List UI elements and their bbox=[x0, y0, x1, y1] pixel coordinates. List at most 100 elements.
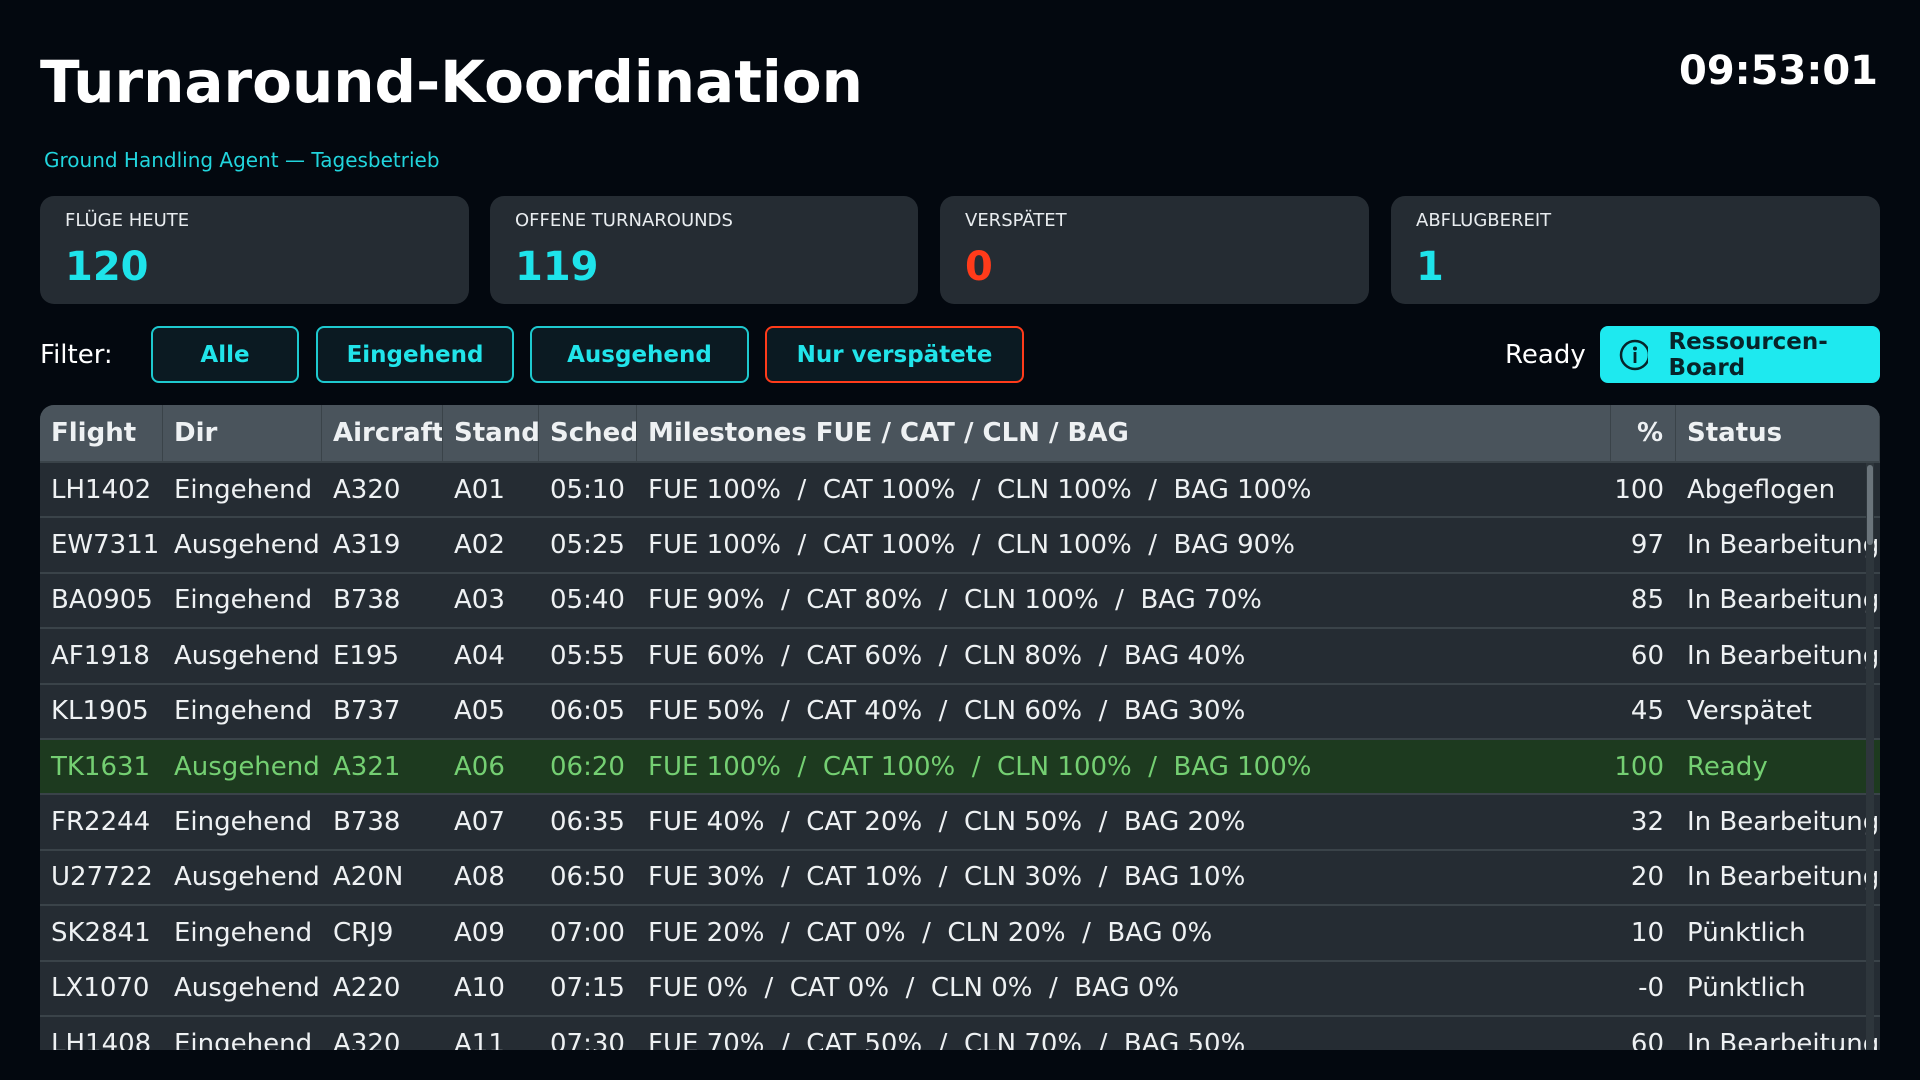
table-cell: In Bearbeitung bbox=[1687, 585, 1880, 616]
table-cell: A10 bbox=[454, 973, 505, 1004]
table-cell: 06:50 bbox=[550, 862, 625, 893]
table-cell: A08 bbox=[454, 862, 505, 893]
table-cell: FUE 90% / CAT 80% / CLN 100% / BAG 70% bbox=[648, 585, 1262, 616]
table-row[interactable]: LX1070 Ausgehend A220 A10 07:15 FUE 0% / CAT … bbox=[40, 962, 1880, 1017]
table-cell: B737 bbox=[333, 696, 401, 727]
table-cell: A04 bbox=[454, 640, 505, 671]
table-cell: In Bearbeitung bbox=[1687, 862, 1880, 893]
table-cell: B738 bbox=[333, 585, 401, 616]
table-cell: Eingehend bbox=[174, 807, 313, 838]
subtitle: Ground Handling Agent — Tagesbetrieb bbox=[44, 148, 440, 172]
kpi-value: 119 bbox=[515, 244, 599, 290]
table-cell: A321 bbox=[333, 751, 401, 782]
table-row[interactable]: LH1408 Eingehend A320 A11 07:30 FUE 70% / CAT… bbox=[40, 1017, 1880, 1050]
scrollbar[interactable] bbox=[1866, 463, 1874, 1050]
table-cell: Verspätet bbox=[1687, 696, 1812, 727]
table-row[interactable]: AF1918 Ausgehend E195 A04 05:55 FUE 60% / CAT… bbox=[40, 629, 1880, 685]
table-cell: 06:20 bbox=[550, 751, 625, 782]
kpi-card: OFFENE TURNAROUNDS 119 bbox=[490, 196, 918, 304]
table-cell: 100 bbox=[1614, 474, 1664, 505]
flight-table: Flight Dir Aircraft Stand Sched Milestones FU… bbox=[40, 405, 1880, 1050]
table-row[interactable]: KL1905 Eingehend B737 A05 06:05 FUE 50% / CAT… bbox=[40, 685, 1880, 740]
table-cell: Ausgehend bbox=[174, 973, 320, 1004]
table-cell: FUE 100% / CAT 100% / CLN 100% / BAG 100… bbox=[648, 474, 1312, 505]
filter-button[interactable]: Alle bbox=[151, 326, 299, 383]
kpi-label: VERSPÄTET bbox=[965, 210, 1067, 231]
table-cell: LH1408 bbox=[51, 1028, 152, 1050]
table-cell: 60 bbox=[1630, 1028, 1664, 1050]
table-cell: Ausgehend bbox=[174, 640, 320, 671]
table-cell: SK2841 bbox=[51, 917, 151, 948]
table-cell: LH1402 bbox=[51, 474, 152, 505]
table-cell: FUE 60% / CAT 60% / CLN 80% / BAG 40% bbox=[648, 640, 1246, 671]
filter-button[interactable]: Ausgehend bbox=[530, 326, 749, 383]
table-cell: Pünktlich bbox=[1687, 917, 1806, 948]
column-header[interactable]: Sched bbox=[539, 405, 637, 461]
column-header[interactable]: Dir bbox=[163, 405, 322, 461]
table-cell: 05:25 bbox=[550, 530, 625, 561]
table-cell: 20 bbox=[1630, 862, 1664, 893]
table-cell: U27722 bbox=[51, 862, 153, 893]
table-cell: 32 bbox=[1630, 807, 1664, 838]
table-cell: A05 bbox=[454, 696, 505, 727]
table-cell: A320 bbox=[333, 1028, 401, 1050]
table-cell: FUE 30% / CAT 10% / CLN 30% / BAG 10% bbox=[648, 862, 1246, 893]
action-button[interactable]: Ressourcen-Board bbox=[1600, 326, 1880, 383]
column-header[interactable]: Milestones FUE / CAT / CLN / BAG bbox=[637, 405, 1611, 461]
info-icon bbox=[1619, 339, 1649, 370]
table-cell: Eingehend bbox=[174, 917, 313, 948]
kpi-card: FLÜGE HEUTE 120 bbox=[40, 196, 469, 304]
column-header[interactable]: % bbox=[1611, 405, 1676, 461]
table-cell: In Bearbeitung bbox=[1687, 807, 1880, 838]
table-row[interactable]: LH1402 Eingehend A320 A01 05:10 FUE 100% / CA… bbox=[40, 463, 1880, 519]
table-row[interactable]: SK2841 Eingehend CRJ9 A09 07:00 FUE 20% / CAT… bbox=[40, 906, 1880, 962]
table-cell: EW7311 bbox=[51, 530, 160, 561]
table-body: LH1402 Eingehend A320 A01 05:10 FUE 100% / CA… bbox=[40, 463, 1880, 1050]
status-text: Ready bbox=[1505, 340, 1586, 370]
table-cell: In Bearbeitung bbox=[1687, 1028, 1880, 1050]
filter-button[interactable]: Eingehend bbox=[316, 326, 514, 383]
table-cell: -0 bbox=[1638, 973, 1664, 1004]
table-cell: Eingehend bbox=[174, 474, 313, 505]
table-cell: Ausgehend bbox=[174, 751, 320, 782]
table-cell: A220 bbox=[333, 973, 401, 1004]
scroll-thumb[interactable] bbox=[1867, 465, 1873, 545]
filter-label: Filter: bbox=[40, 340, 113, 370]
kpi-value: 1 bbox=[1416, 244, 1444, 290]
table-cell: 97 bbox=[1630, 530, 1664, 561]
filter-button[interactable]: Nur verspätete bbox=[765, 326, 1024, 383]
table-cell: 07:15 bbox=[550, 973, 625, 1004]
table-cell: Ausgehend bbox=[174, 530, 320, 561]
table-cell: FUE 100% / CAT 100% / CLN 100% / BAG 90% bbox=[648, 530, 1295, 561]
table-cell: BA0905 bbox=[51, 585, 153, 616]
table-header: Flight Dir Aircraft Stand Sched Milestones FU… bbox=[40, 405, 1880, 463]
column-header[interactable]: Stand bbox=[443, 405, 539, 461]
table-row[interactable]: FR2244 Eingehend B738 A07 06:35 FUE 40% / CAT… bbox=[40, 795, 1880, 851]
table-row[interactable]: TK1631 Ausgehend A321 A06 06:20 FUE 100% / CA… bbox=[40, 739, 1880, 796]
kpi-label: FLÜGE HEUTE bbox=[65, 210, 190, 231]
table-cell: 07:30 bbox=[550, 1028, 625, 1050]
column-header[interactable]: Status bbox=[1676, 405, 1880, 461]
table-cell: In Bearbeitung bbox=[1687, 640, 1880, 671]
table-cell: FUE 50% / CAT 40% / CLN 60% / BAG 30% bbox=[648, 696, 1246, 727]
table-cell: 10 bbox=[1630, 917, 1664, 948]
table-cell: FUE 0% / CAT 0% / CLN 0% / BAG 0% bbox=[648, 973, 1180, 1004]
kpi-value: 0 bbox=[965, 244, 993, 290]
table-row[interactable]: EW7311 Ausgehend A319 A02 05:25 FUE 100% / CA… bbox=[40, 518, 1880, 574]
table-row[interactable]: U27722 Ausgehend A20N A08 06:50 FUE 30% / CAT… bbox=[40, 851, 1880, 907]
column-header[interactable]: Aircraft bbox=[322, 405, 443, 461]
table-cell: E195 bbox=[333, 640, 400, 671]
table-cell: CRJ9 bbox=[333, 917, 394, 948]
table-cell: 07:00 bbox=[550, 917, 625, 948]
table-cell: Abgeflogen bbox=[1687, 474, 1836, 505]
title: Turnaround-Koordination bbox=[40, 48, 863, 116]
column-header[interactable]: Flight bbox=[40, 405, 163, 461]
table-cell: FUE 40% / CAT 20% / CLN 50% / BAG 20% bbox=[648, 807, 1246, 838]
table-cell: Ausgehend bbox=[174, 862, 320, 893]
table-cell: 05:55 bbox=[550, 640, 625, 671]
table-cell: 06:05 bbox=[550, 696, 625, 727]
table-cell: Eingehend bbox=[174, 696, 313, 727]
table-cell: A09 bbox=[454, 917, 505, 948]
table-row[interactable]: BA0905 Eingehend B738 A03 05:40 FUE 90% / CAT… bbox=[40, 574, 1880, 630]
